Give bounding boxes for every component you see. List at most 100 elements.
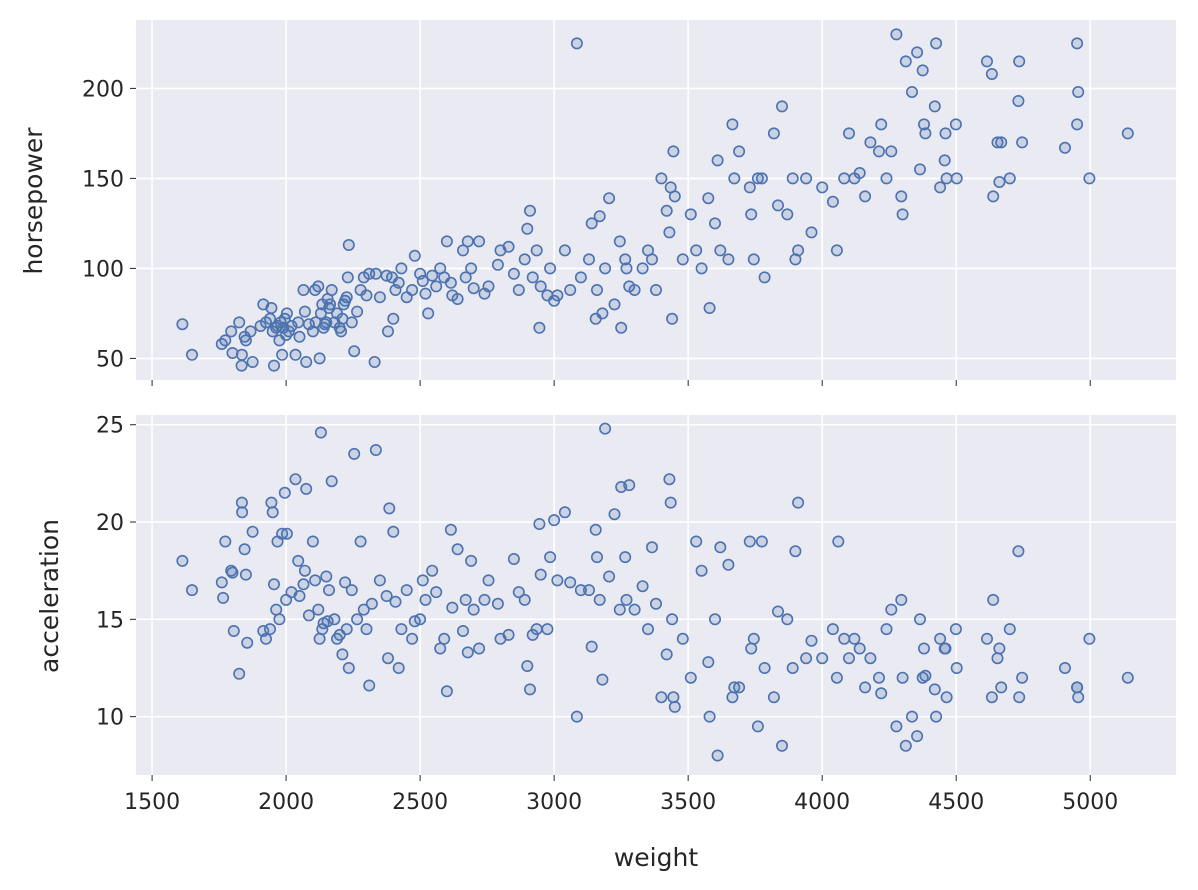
data-point (636, 580, 649, 593)
data-point (363, 679, 376, 692)
data-point (668, 700, 681, 713)
data-point (176, 318, 189, 331)
data-point (620, 593, 633, 606)
data-point (792, 496, 805, 509)
data-point (419, 287, 432, 300)
data-point (690, 244, 703, 257)
data-point (521, 222, 534, 235)
data-point (342, 661, 355, 674)
data-point (1083, 172, 1096, 185)
data-point (325, 283, 338, 296)
data-point (928, 100, 941, 113)
data-point (406, 283, 419, 296)
data-point (235, 359, 248, 372)
data-point (241, 636, 254, 649)
x-tick-label: 4000 (794, 790, 850, 815)
data-point (235, 496, 248, 509)
data-point (426, 269, 439, 282)
data-point (726, 118, 739, 131)
data-point (767, 127, 780, 140)
data-point (885, 145, 898, 158)
data-point (608, 298, 621, 311)
horsepower-axis-label: horsepower (19, 127, 48, 275)
x-axis-label: weight (614, 843, 698, 872)
data-point (789, 545, 802, 558)
data-point (880, 172, 893, 185)
data-point (502, 240, 515, 253)
data-point (864, 136, 877, 149)
plot-area-background (136, 415, 1176, 775)
data-point (219, 334, 232, 347)
data-point (663, 473, 676, 486)
data-point (950, 661, 963, 674)
data-point (826, 623, 839, 636)
data-point (461, 235, 474, 248)
y-tick-label: 15 (96, 608, 124, 633)
data-point (585, 640, 598, 653)
x-tick-label: 3500 (660, 790, 716, 815)
data-point (235, 348, 248, 361)
data-point (267, 578, 280, 591)
data-point (767, 691, 780, 704)
data-point (743, 181, 756, 194)
data-point (980, 55, 993, 68)
y-tick-label: 150 (82, 167, 124, 192)
data-point (387, 312, 400, 325)
data-point (676, 253, 689, 266)
data-point (227, 624, 240, 637)
data-point (440, 685, 453, 698)
data-point (1072, 86, 1085, 99)
data-point (381, 325, 394, 338)
data-point (491, 597, 504, 610)
data-point (292, 554, 305, 567)
data-point (320, 316, 333, 329)
data-point (913, 613, 926, 626)
data-point (667, 691, 680, 704)
data-point (930, 37, 943, 50)
data-point (917, 642, 930, 655)
data-point (758, 661, 771, 674)
data-point (276, 348, 289, 361)
data-point (383, 502, 396, 515)
data-point (848, 632, 861, 645)
data-point (911, 46, 924, 59)
data-point (890, 720, 903, 733)
data-point (1071, 118, 1084, 131)
data-point (1121, 671, 1134, 684)
data-point (523, 204, 536, 217)
data-point (702, 192, 715, 205)
data-point (916, 64, 929, 77)
data-point (668, 190, 681, 203)
data-point (348, 345, 361, 358)
data-point (830, 244, 843, 257)
data-point (570, 37, 583, 50)
data-point (219, 535, 232, 548)
data-point (655, 172, 668, 185)
data-point (467, 603, 480, 616)
data-point (745, 642, 758, 655)
data-point (238, 543, 251, 556)
data-point (459, 271, 472, 284)
data-point (341, 271, 354, 284)
data-point (816, 652, 829, 665)
data-point (895, 593, 908, 606)
data-point (722, 558, 735, 571)
data-point (446, 601, 459, 614)
x-tick-label: 2500 (392, 790, 448, 815)
data-point (392, 276, 405, 289)
data-point (381, 652, 394, 665)
data-point (619, 551, 632, 564)
data-point (263, 623, 276, 636)
data-point (551, 289, 564, 302)
data-point (664, 496, 677, 509)
data-point (564, 576, 577, 589)
data-point (395, 262, 408, 275)
data-point (619, 253, 632, 266)
data-point (613, 235, 626, 248)
data-point (930, 710, 943, 723)
data-point (585, 217, 598, 230)
data-point (1071, 681, 1084, 694)
data-point (313, 352, 326, 365)
data-point (771, 199, 784, 212)
data-point (853, 167, 866, 180)
